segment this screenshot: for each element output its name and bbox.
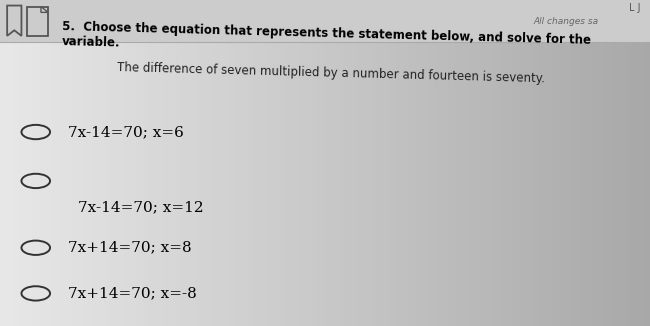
Text: 7x-14=70; x=6: 7x-14=70; x=6 <box>68 125 184 139</box>
Text: 7x+14=70; x=-8: 7x+14=70; x=-8 <box>68 287 197 300</box>
Text: The difference of seven multiplied by a number and fourteen is seventy.: The difference of seven multiplied by a … <box>117 61 545 85</box>
Polygon shape <box>41 7 48 12</box>
FancyBboxPatch shape <box>0 0 650 42</box>
Text: All changes sa: All changes sa <box>533 17 598 26</box>
Text: 7x-14=70; x=12: 7x-14=70; x=12 <box>78 200 203 214</box>
Text: L J: L J <box>629 3 640 13</box>
Text: 5.  Choose the equation that represents the statement below, and solve for the v: 5. Choose the equation that represents t… <box>61 20 591 62</box>
Text: 7x+14=70; x=8: 7x+14=70; x=8 <box>68 241 192 255</box>
